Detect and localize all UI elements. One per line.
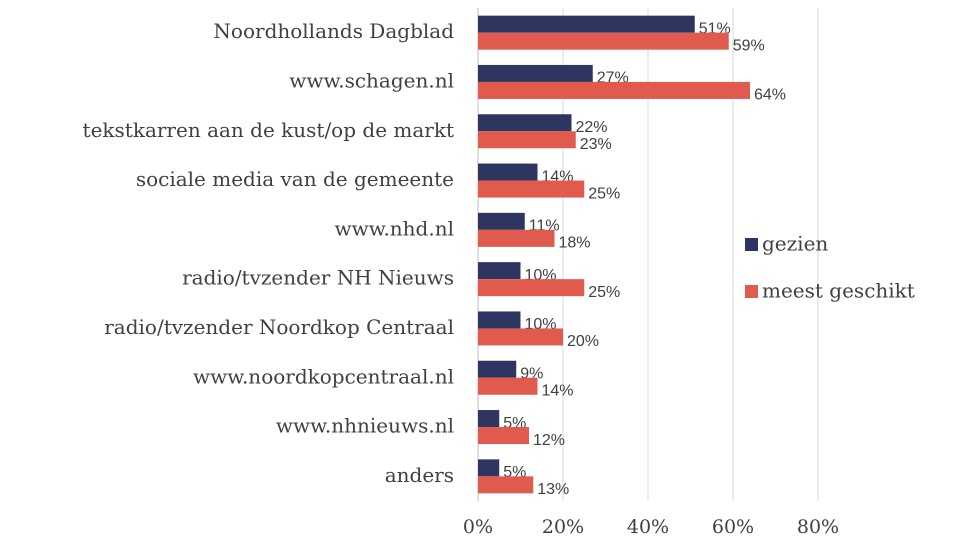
data-label: 25%: [588, 284, 620, 301]
bar: [478, 328, 563, 346]
bar: [478, 311, 521, 329]
data-label: 20%: [567, 333, 599, 350]
x-tick-label: 0%: [463, 516, 493, 538]
x-tick-label: 20%: [542, 516, 584, 538]
y-tick-label: anders: [385, 463, 454, 487]
x-tick-label: 80%: [797, 516, 839, 538]
bar: [478, 131, 576, 149]
y-tick-label: sociale media van de gemeente: [136, 167, 454, 191]
bar: [478, 180, 585, 198]
y-tick-label: radio/tvzender NH Nieuws: [182, 266, 454, 290]
bar: [478, 377, 538, 395]
data-label: 23%: [580, 136, 612, 153]
legend-label: meest geschikt: [762, 279, 915, 303]
y-tick-label: Noordhollands Dagblad: [213, 19, 454, 43]
data-label: 18%: [559, 235, 591, 252]
bar: [478, 15, 695, 33]
data-label: 59%: [733, 37, 765, 54]
bar: [478, 64, 593, 82]
bar: [478, 279, 585, 297]
bar: [478, 212, 525, 230]
bar: [478, 459, 500, 477]
bar: [478, 114, 572, 132]
bar: [478, 262, 521, 280]
y-tick-label: www.nhd.nl: [334, 216, 454, 240]
data-label: 12%: [533, 432, 565, 449]
legend-label: gezien: [762, 232, 828, 256]
bar: [478, 81, 750, 99]
data-label: 22%: [576, 119, 608, 136]
bar: [478, 476, 534, 494]
y-tick-label: www.schagen.nl: [289, 68, 454, 92]
legend-swatch: [745, 285, 758, 298]
bar: [478, 360, 517, 378]
y-tick-label: www.nhnieuws.nl: [276, 414, 454, 438]
bar: [478, 229, 555, 247]
bar: [478, 410, 500, 428]
legend-swatch: [745, 238, 758, 251]
y-tick-label: tekstkarren aan de kust/op de markt: [83, 118, 454, 142]
x-tick-label: 60%: [712, 516, 754, 538]
x-tick-label: 40%: [627, 516, 669, 538]
data-label: 13%: [537, 481, 569, 498]
data-label: 25%: [588, 185, 620, 202]
bar: [478, 427, 529, 445]
y-tick-label: radio/tvzender Noordkop Centraal: [104, 315, 454, 339]
data-label: 14%: [542, 382, 574, 399]
bar: [478, 32, 729, 50]
y-tick-label: www.noordkopcentraal.nl: [193, 364, 454, 388]
bar: [478, 163, 538, 181]
data-label: 64%: [754, 87, 786, 104]
